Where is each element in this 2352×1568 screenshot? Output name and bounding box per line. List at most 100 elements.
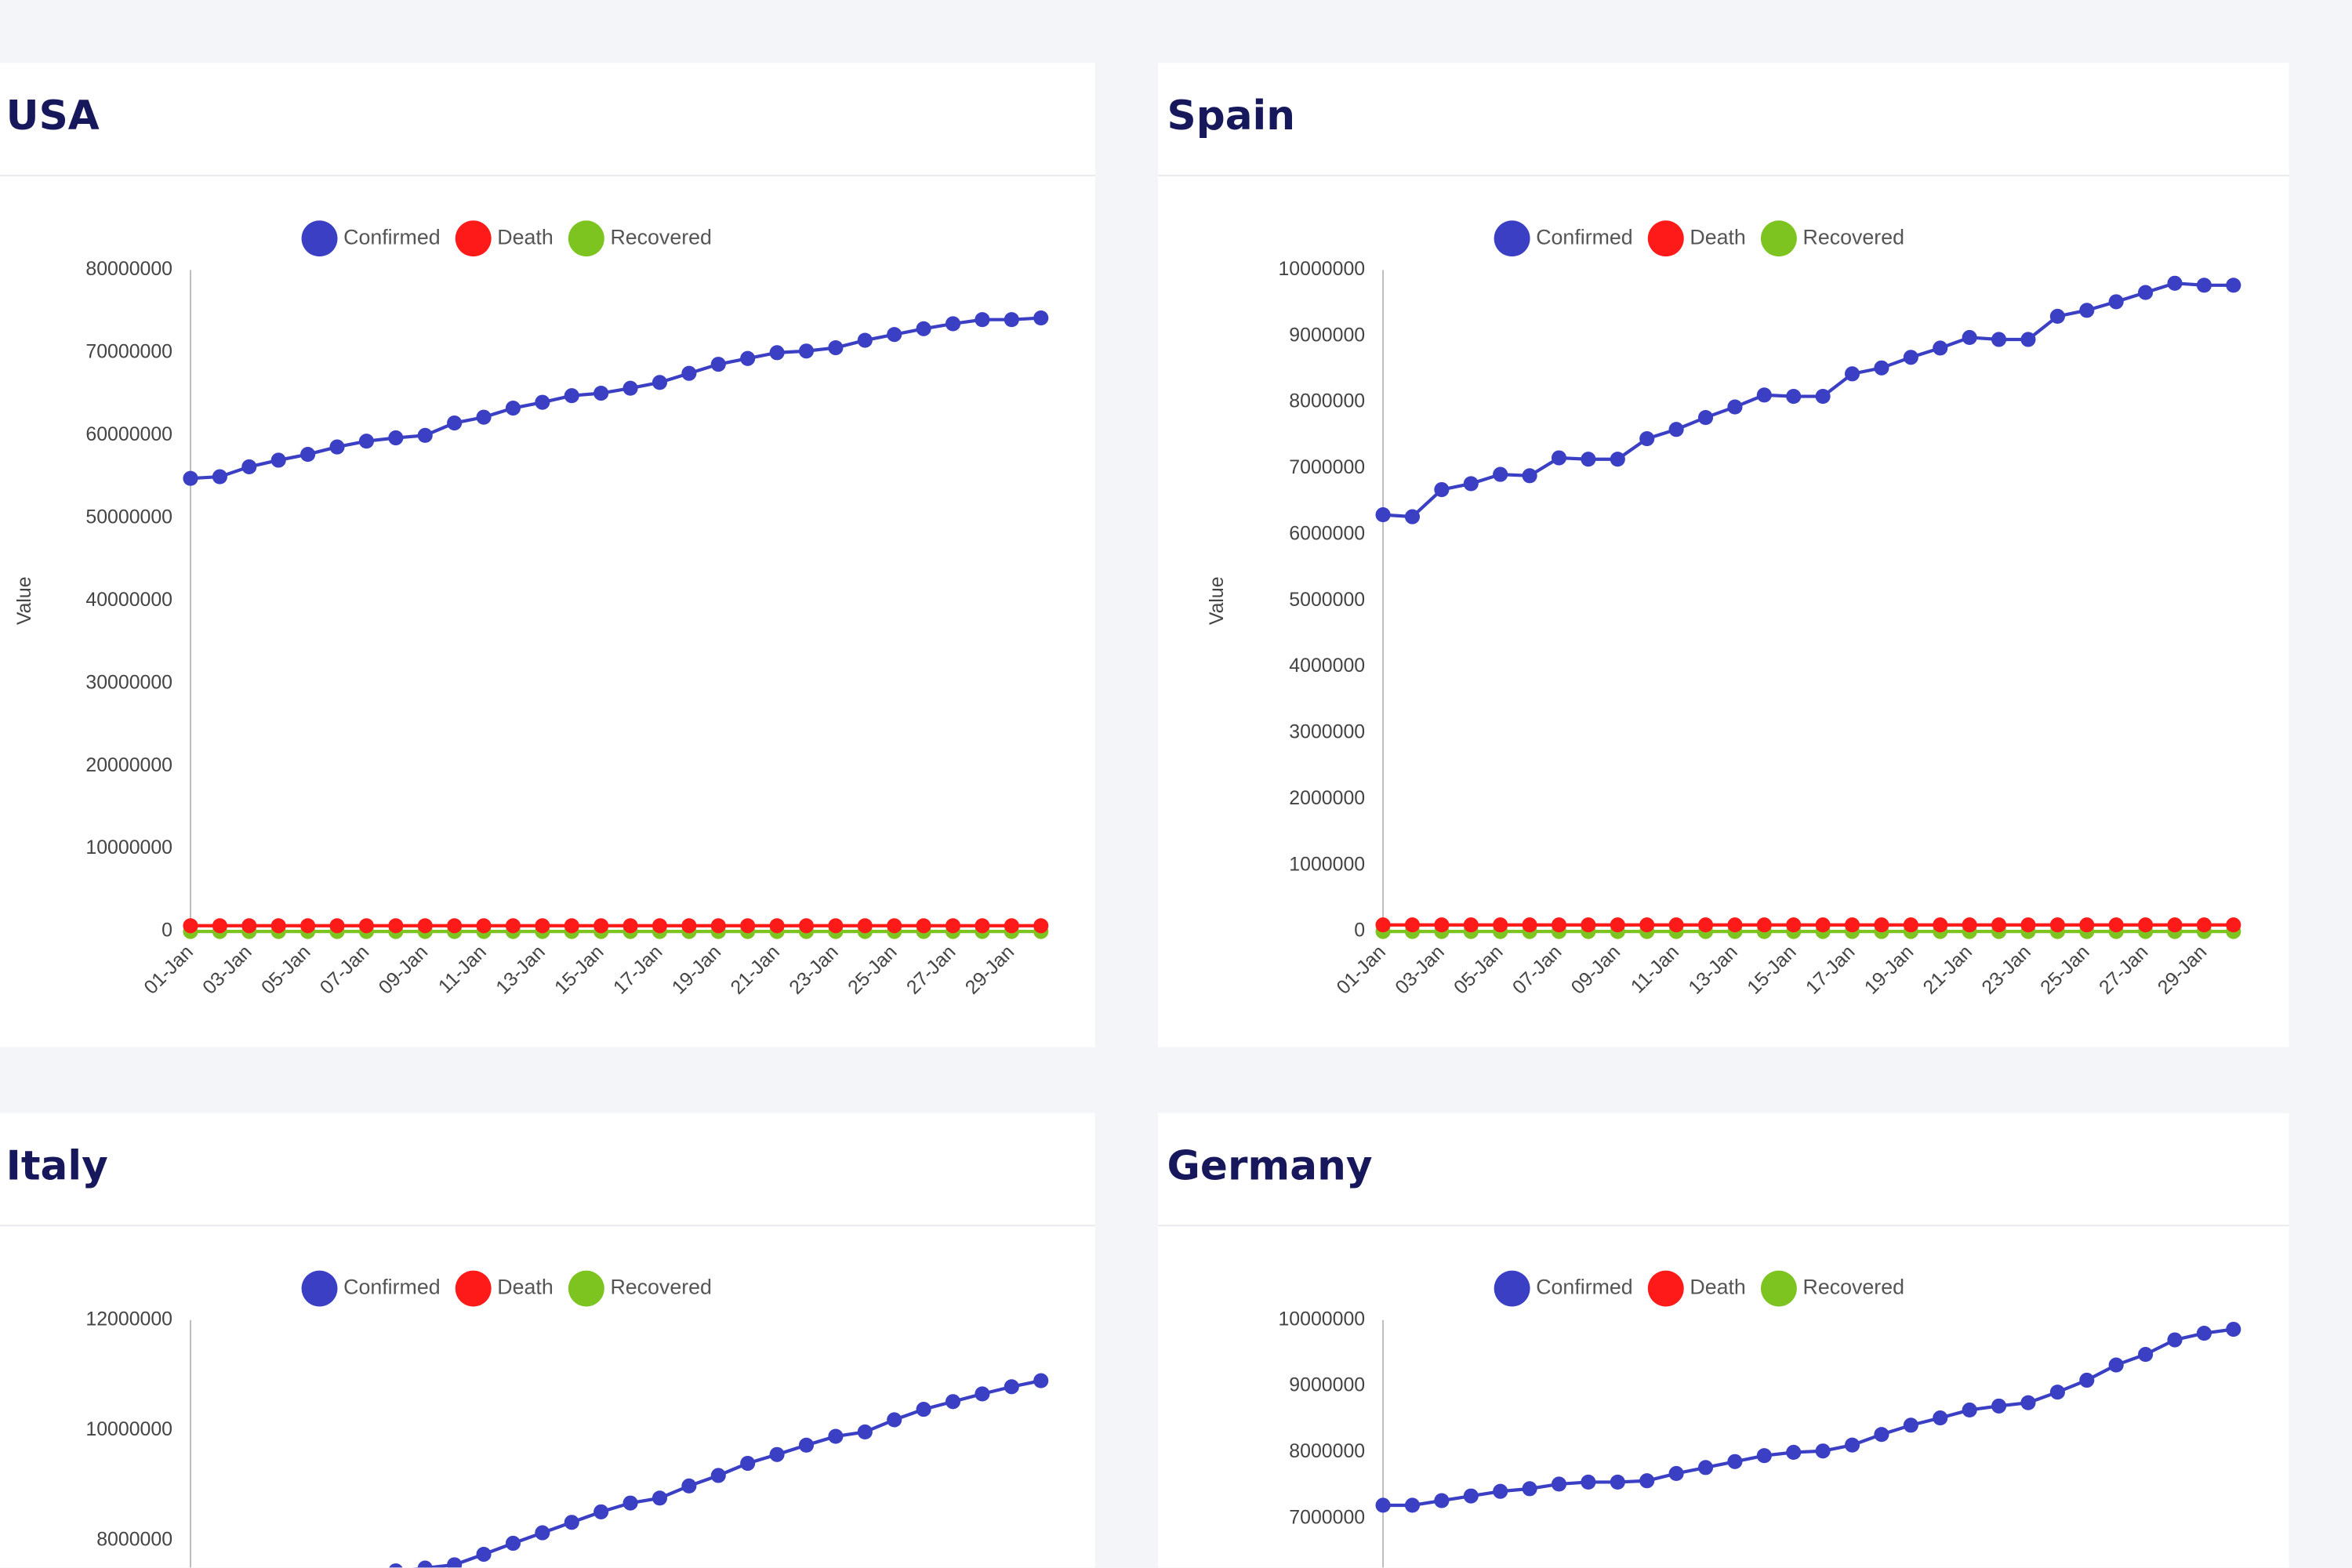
data-point bbox=[652, 918, 668, 934]
data-point bbox=[769, 345, 785, 361]
data-point bbox=[2167, 275, 2183, 291]
y-tick-label: 4000000 bbox=[1289, 655, 1365, 677]
data-point bbox=[417, 1560, 433, 1568]
legend-marker bbox=[455, 1270, 492, 1307]
data-point bbox=[1844, 366, 1860, 382]
data-point bbox=[1668, 917, 1684, 933]
data-point bbox=[1903, 917, 1918, 933]
data-point bbox=[1551, 1476, 1567, 1492]
data-point bbox=[710, 918, 726, 934]
legend-marker bbox=[301, 1270, 338, 1307]
y-tick-label: 50000000 bbox=[85, 506, 172, 528]
data-point bbox=[769, 918, 785, 934]
y-tick-label: 7000000 bbox=[1289, 1506, 1365, 1528]
data-point bbox=[417, 918, 433, 934]
data-point bbox=[1991, 332, 2007, 347]
data-point bbox=[2138, 917, 2154, 933]
data-point bbox=[1815, 388, 1831, 405]
data-point bbox=[1962, 1402, 1977, 1418]
data-point bbox=[1756, 917, 1772, 933]
data-point bbox=[564, 918, 579, 934]
y-tick-label: 30000000 bbox=[85, 671, 172, 693]
legend-label: Recovered bbox=[1803, 1276, 1904, 1299]
data-point bbox=[1697, 917, 1714, 933]
data-point bbox=[593, 1504, 609, 1519]
data-point bbox=[887, 327, 902, 343]
data-point bbox=[1375, 1497, 1391, 1513]
data-point bbox=[1668, 1465, 1684, 1482]
data-point bbox=[1962, 917, 1977, 933]
data-point bbox=[476, 918, 492, 934]
data-point bbox=[535, 394, 550, 410]
data-point bbox=[241, 459, 257, 474]
data-point bbox=[828, 339, 844, 356]
data-point bbox=[1581, 1474, 1596, 1490]
data-point bbox=[652, 375, 668, 390]
data-point bbox=[1962, 329, 1977, 346]
data-point bbox=[1463, 1488, 1479, 1504]
data-point bbox=[1522, 1481, 1537, 1497]
data-point bbox=[183, 918, 198, 934]
data-point bbox=[740, 350, 756, 366]
data-point bbox=[1610, 917, 1625, 933]
data-point bbox=[652, 1490, 668, 1506]
data-point bbox=[1434, 1493, 1450, 1508]
data-point bbox=[1727, 1454, 1743, 1469]
data-point bbox=[2108, 1357, 2124, 1373]
data-point bbox=[1434, 917, 1450, 933]
data-point bbox=[681, 1478, 697, 1494]
data-point bbox=[2226, 1321, 2241, 1338]
data-point bbox=[857, 1424, 873, 1440]
legend-marker bbox=[1760, 220, 1797, 257]
data-point bbox=[2020, 332, 2036, 347]
data-point bbox=[1991, 1398, 2007, 1414]
data-point bbox=[1610, 1474, 1625, 1490]
data-point bbox=[329, 918, 345, 934]
data-point bbox=[622, 380, 638, 396]
data-point bbox=[2108, 294, 2124, 310]
data-point bbox=[2196, 278, 2212, 293]
legend-label: Death bbox=[1690, 225, 1745, 249]
data-point bbox=[916, 918, 931, 934]
data-point bbox=[1903, 350, 1918, 365]
y-tick-label: 6000000 bbox=[1289, 522, 1365, 544]
y-tick-label: 10000000 bbox=[1278, 1308, 1365, 1330]
data-point bbox=[1434, 481, 1450, 498]
y-tick-label: 9000000 bbox=[1289, 1374, 1365, 1396]
data-point bbox=[2079, 303, 2095, 318]
data-point bbox=[798, 1437, 815, 1453]
data-point bbox=[1639, 1473, 1655, 1489]
data-point bbox=[1404, 917, 1421, 933]
data-point bbox=[1727, 399, 1743, 415]
y-tick-label: 7000000 bbox=[1289, 456, 1365, 478]
legend-marker bbox=[1494, 220, 1530, 257]
data-point bbox=[447, 415, 463, 431]
card bbox=[1158, 1112, 2289, 1568]
data-point bbox=[1581, 452, 1596, 467]
data-point bbox=[1493, 466, 1508, 482]
y-axis-title: Value bbox=[13, 576, 35, 625]
data-point bbox=[887, 1412, 902, 1428]
y-tick-label: 40000000 bbox=[85, 589, 172, 611]
data-point bbox=[476, 1546, 492, 1563]
data-point bbox=[300, 918, 316, 934]
y-tick-label: 70000000 bbox=[85, 340, 172, 362]
data-point bbox=[1033, 918, 1049, 934]
data-point bbox=[1639, 917, 1655, 933]
y-tick-label: 8000000 bbox=[1289, 390, 1365, 412]
data-point bbox=[1375, 507, 1391, 523]
data-point bbox=[593, 385, 609, 401]
data-point bbox=[241, 918, 257, 934]
legend-marker bbox=[1494, 1270, 1530, 1307]
data-point bbox=[1551, 450, 1567, 466]
data-point bbox=[857, 918, 873, 934]
legend-marker bbox=[568, 1270, 604, 1307]
legend-marker bbox=[1647, 220, 1684, 257]
data-point bbox=[2079, 1372, 2095, 1388]
data-point bbox=[1903, 1417, 1918, 1433]
data-point bbox=[857, 332, 873, 348]
legend-marker bbox=[568, 220, 604, 257]
y-tick-label: 1000000 bbox=[1289, 853, 1365, 875]
data-point bbox=[2108, 917, 2124, 933]
data-point bbox=[1639, 430, 1655, 447]
